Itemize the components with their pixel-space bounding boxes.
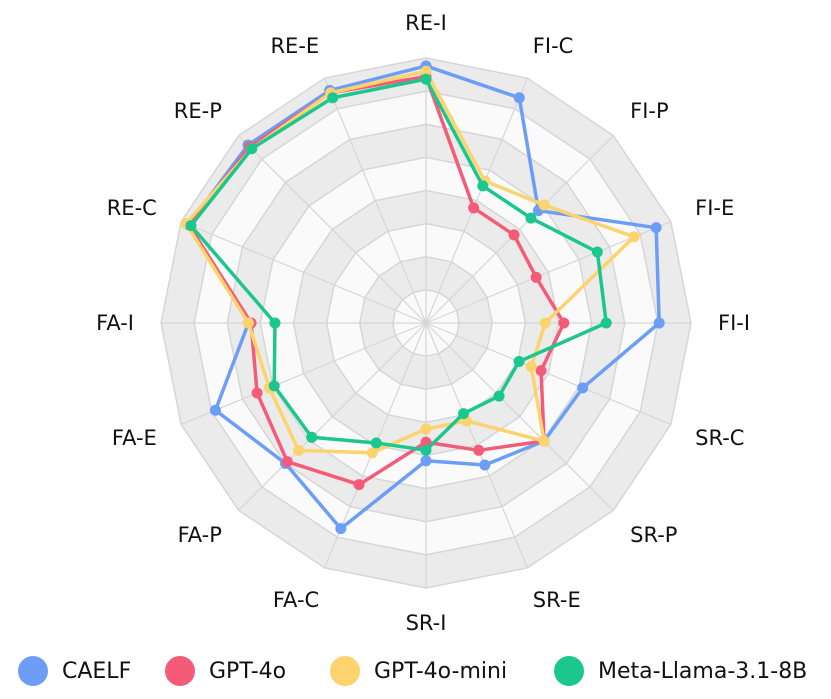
data-point-fa-c (353, 479, 365, 491)
data-point-sr-e (458, 408, 470, 420)
grid-spoke (238, 135, 427, 324)
data-point-fa-i (242, 317, 254, 329)
data-point-sr-i (420, 436, 432, 448)
data-point-re-c (185, 220, 197, 232)
legend-item[interactable]: GPT-4o-mini (330, 650, 507, 692)
legend-label: Meta-Llama-3.1-8B (598, 658, 808, 684)
data-point-re-p (246, 143, 258, 155)
data-point-fi-p (508, 229, 520, 241)
data-point-re-i (420, 65, 432, 77)
legend-item[interactable]: Meta-Llama-3.1-8B (554, 650, 807, 692)
data-point-fi-p (538, 199, 550, 211)
legend-swatch-icon (554, 656, 584, 686)
legend-label: GPT-4o-mini (374, 658, 508, 684)
axis-label-re-p: RE-P (174, 99, 222, 123)
data-point-fa-i (269, 317, 281, 329)
legend-item[interactable]: GPT-4o (165, 650, 286, 692)
grid-spoke (238, 322, 427, 511)
axis-label-sr-p: SR-P (630, 523, 677, 547)
legend-swatch-icon (330, 656, 360, 686)
data-point-fa-e (209, 404, 221, 416)
series-gpt-4o-mini (180, 65, 640, 459)
data-point-fi-c (513, 92, 525, 104)
chart-legend: CAELF GPT-4o GPT-4o-mini Meta-Llama-3.1-8B (0, 650, 831, 692)
axis-label-fi-e: FI-E (695, 196, 734, 220)
axis-label-sr-c: SR-C (695, 426, 744, 450)
radar-series (180, 60, 665, 535)
data-point-sr-c (577, 382, 589, 394)
data-point-fi-c (468, 202, 480, 214)
data-point-fi-e (530, 271, 542, 283)
axis-label-re-i: RE-I (405, 11, 447, 35)
axis-label-fi-c: FI-C (533, 34, 574, 58)
axis-label-fa-c: FA-C (273, 588, 319, 612)
data-point-fa-e (251, 387, 263, 399)
data-point-re-i (420, 73, 432, 85)
axis-label-fi-p: FI-P (630, 99, 669, 123)
radar-chart: RE-I FI-C FI-P FI-E FI-I SR-C SR-P SR-E SR-I FA-C… (96, 11, 750, 635)
legend-label: CAELF (62, 658, 132, 684)
series-meta-llama-3-1-8b (185, 73, 612, 456)
data-point-fi-i (653, 317, 665, 329)
data-point-fi-i (600, 317, 612, 329)
data-point-fi-e (650, 222, 662, 234)
data-point-sr-p (493, 390, 505, 402)
grid-spoke (324, 77, 427, 324)
data-point-fa-c (366, 447, 378, 459)
data-point-sr-i (420, 444, 432, 456)
data-point-sr-c (535, 365, 547, 377)
legend-label: GPT-4o (209, 658, 287, 684)
axis-label-fa-p: FA-P (178, 523, 222, 547)
data-point-fa-c (335, 523, 347, 535)
grid-spoke (425, 135, 614, 324)
axis-label-fa-e: FA-E (112, 426, 157, 450)
axis-label-sr-e: SR-E (533, 588, 581, 612)
data-point-re-e (327, 92, 339, 104)
data-point-fi-e (628, 231, 640, 243)
legend-swatch-icon (165, 656, 195, 686)
data-point-sr-i (420, 423, 432, 435)
data-point-fi-p (525, 212, 537, 224)
axis-label-sr-i: SR-I (406, 611, 447, 635)
data-point-fa-p (281, 456, 293, 468)
grid-spoke (180, 322, 427, 425)
data-point-sr-i (420, 455, 432, 467)
axis-label-fa-i: FA-I (96, 311, 134, 335)
legend-swatch-icon (18, 656, 48, 686)
legend-item[interactable]: CAELF (18, 650, 131, 692)
data-point-fa-e (268, 380, 280, 392)
data-point-fi-c (477, 180, 489, 192)
data-point-fi-i (558, 317, 570, 329)
data-point-fi-i (539, 317, 551, 329)
grid-spoke (180, 221, 427, 324)
grid-spoke (425, 322, 672, 425)
data-point-fa-p (293, 444, 305, 456)
axis-label-re-e: RE-E (270, 34, 319, 58)
radar-axis-labels: RE-I FI-C FI-P FI-E FI-I SR-C SR-P SR-E SR-I FA-C… (96, 11, 750, 635)
data-point-sr-c (525, 361, 537, 373)
data-point-sr-e (473, 444, 485, 456)
data-point-sr-p (538, 435, 550, 447)
data-point-fa-c (370, 437, 382, 449)
data-point-fa-p (306, 431, 318, 443)
grid-spoke (425, 77, 528, 324)
axis-label-fi-i: FI-I (718, 311, 750, 335)
data-point-sr-e (479, 459, 491, 471)
data-point-sr-c (513, 356, 525, 368)
axis-label-re-c: RE-C (107, 196, 157, 220)
data-point-fi-e (591, 246, 603, 258)
grid-spoke (425, 322, 614, 511)
